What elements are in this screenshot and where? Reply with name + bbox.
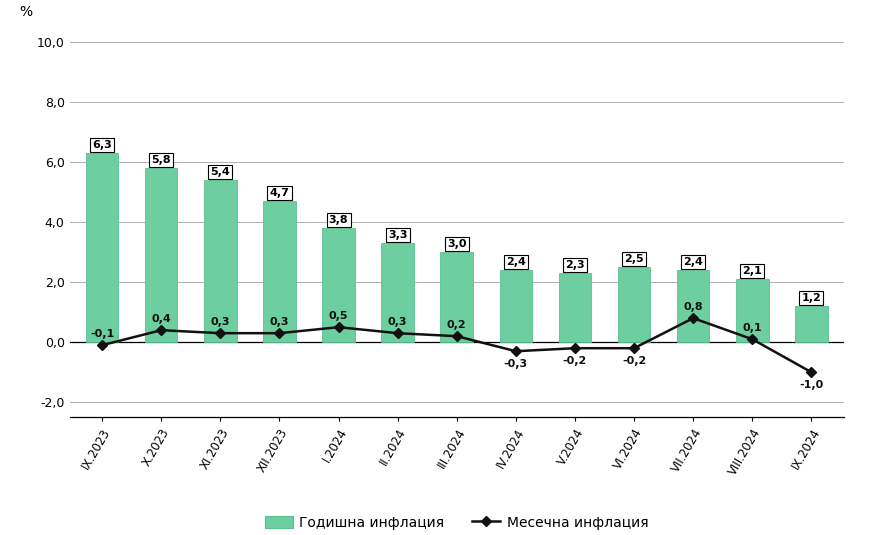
Bar xyxy=(145,168,177,342)
Text: %: % xyxy=(19,5,32,19)
Text: 0,5: 0,5 xyxy=(328,310,348,320)
Text: 0,3: 0,3 xyxy=(210,317,229,326)
Bar xyxy=(558,273,591,342)
Bar xyxy=(381,243,414,342)
Legend: Годишна инфлация, Месечна инфлация: Годишна инфлация, Месечна инфлация xyxy=(259,510,653,535)
Text: 2,5: 2,5 xyxy=(624,254,643,264)
Text: -0,1: -0,1 xyxy=(90,328,114,339)
Bar xyxy=(86,153,118,342)
Text: 2,3: 2,3 xyxy=(565,260,584,270)
Bar xyxy=(794,306,826,342)
Text: 3,8: 3,8 xyxy=(328,215,348,225)
Text: -0,3: -0,3 xyxy=(503,359,527,369)
Text: 0,8: 0,8 xyxy=(682,302,702,311)
Text: 0,3: 0,3 xyxy=(269,317,289,326)
Text: 1,2: 1,2 xyxy=(800,293,820,303)
Bar xyxy=(204,180,236,342)
Text: 5,8: 5,8 xyxy=(151,155,171,165)
Text: 5,4: 5,4 xyxy=(210,167,230,177)
Text: 3,0: 3,0 xyxy=(447,239,466,249)
Text: 0,1: 0,1 xyxy=(741,323,761,333)
Text: 2,4: 2,4 xyxy=(506,257,525,267)
Text: 0,2: 0,2 xyxy=(447,319,466,330)
Text: 2,1: 2,1 xyxy=(741,266,761,276)
Text: 0,3: 0,3 xyxy=(388,317,407,326)
Text: 0,4: 0,4 xyxy=(151,314,171,324)
Text: 4,7: 4,7 xyxy=(269,188,289,198)
Text: 3,3: 3,3 xyxy=(388,230,407,240)
Bar xyxy=(676,270,708,342)
Text: 2,4: 2,4 xyxy=(682,257,702,267)
Text: -1,0: -1,0 xyxy=(799,380,823,389)
Bar xyxy=(735,279,767,342)
Bar xyxy=(262,201,295,342)
Text: -0,2: -0,2 xyxy=(621,356,646,366)
Text: -0,2: -0,2 xyxy=(562,356,587,366)
Bar xyxy=(617,267,649,342)
Bar xyxy=(322,228,355,342)
Text: 6,3: 6,3 xyxy=(92,140,112,150)
Bar xyxy=(499,270,532,342)
Bar xyxy=(440,252,473,342)
